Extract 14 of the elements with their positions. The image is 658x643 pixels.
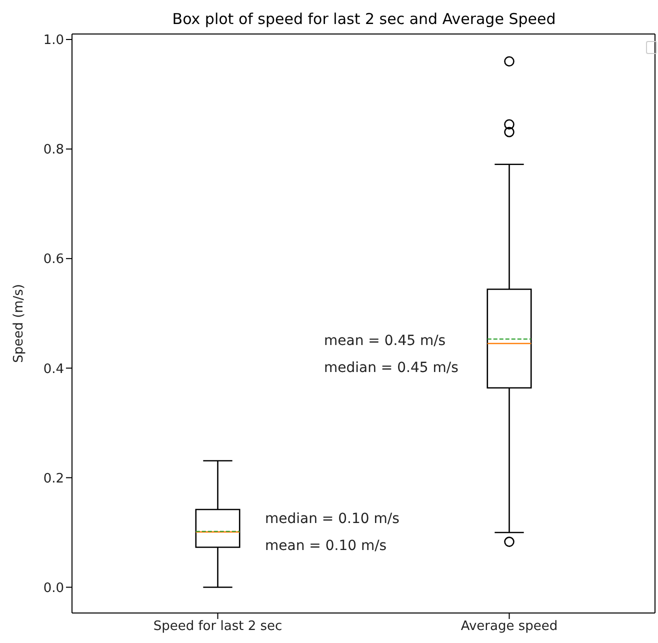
- y-tick-label: 0.0: [43, 580, 64, 596]
- annotation: mean = 0.45 m/s: [324, 333, 446, 349]
- y-tick-label: 1.0: [43, 33, 64, 48]
- y-tick-label: 0.8: [43, 142, 64, 158]
- annotation: median = 0.45 m/s: [324, 360, 458, 376]
- x-tick-label: Average speed: [460, 619, 558, 634]
- y-tick-label: 0.6: [43, 252, 64, 268]
- y-tick-label: 0.4: [43, 362, 64, 377]
- annotation: mean = 0.10 m/s: [265, 538, 387, 554]
- chart-title: Box plot of speed for last 2 sec and Average Speed: [171, 10, 557, 28]
- annotation: median = 0.10 m/s: [265, 511, 400, 527]
- x-tick-label: Speed for last 2 sec: [153, 619, 282, 634]
- y-axis-title: Speed (m/s): [12, 284, 27, 363]
- y-tick-label: 0.2: [43, 471, 64, 486]
